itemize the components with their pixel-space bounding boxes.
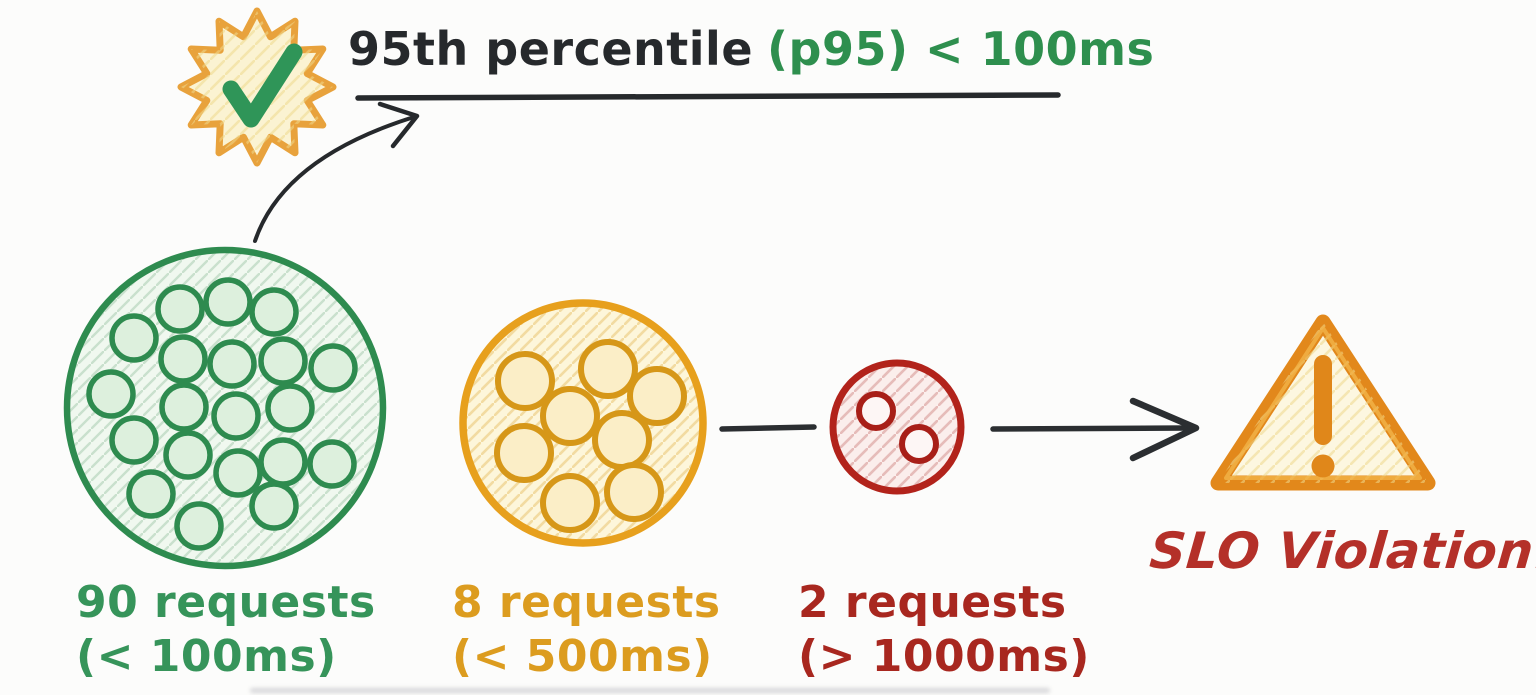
request-dot (604, 462, 664, 522)
page-title: 95th percentile (p95) < 100ms (348, 22, 1154, 76)
request-dot (213, 448, 263, 498)
slow-group-label: 2 requests (> 1000ms) (798, 576, 1090, 684)
request-dot (307, 439, 357, 489)
fast-count-label: 90 requests (76, 577, 376, 628)
request-dot (158, 334, 208, 384)
request-dot (109, 313, 159, 363)
request-dot (109, 415, 159, 465)
request-dot (86, 369, 136, 419)
connector-dash (719, 424, 817, 432)
slo-violation-label: SLO Violation! (1147, 522, 1536, 580)
title-percentile-text: 95th percentile (348, 22, 754, 76)
request-dot (207, 339, 257, 389)
slow-requests-circle (829, 359, 965, 495)
exclamation-icon (1311, 355, 1335, 478)
warning-triangle-icon (1210, 314, 1436, 491)
slow-latency-label: (> 1000ms) (798, 631, 1090, 682)
request-dot (174, 501, 224, 551)
request-dot (627, 366, 687, 426)
fast-latency-label: (< 100ms) (76, 631, 337, 682)
title-underline (355, 92, 1061, 101)
request-dot (126, 469, 176, 519)
arrow-right-icon (990, 397, 1200, 462)
medium-latency-label: (< 500ms) (452, 631, 713, 682)
request-dot (159, 382, 209, 432)
request-dot (249, 287, 299, 337)
bottom-smudge-artifact (250, 688, 1050, 693)
curved-arrow-icon (253, 101, 420, 243)
request-dot (495, 351, 555, 411)
request-dot (258, 437, 308, 487)
request-dots-slow (856, 391, 939, 464)
request-dot (578, 339, 638, 399)
request-dots-fast (86, 277, 358, 551)
request-dot (494, 423, 554, 483)
request-dot (308, 343, 358, 393)
request-dot (265, 383, 315, 433)
fast-group-label: 90 requests (< 100ms) (76, 576, 376, 684)
title-threshold-text: (p95) < 100ms (767, 22, 1155, 76)
request-dot (540, 473, 600, 533)
request-dot (155, 284, 205, 334)
medium-count-label: 8 requests (452, 577, 721, 628)
request-dot (592, 410, 652, 470)
medium-requests-circle (459, 299, 707, 547)
checkmark-badge-icon (177, 7, 337, 167)
check-icon (222, 43, 303, 128)
request-dot (540, 386, 600, 446)
request-dot (258, 336, 308, 386)
request-dot (163, 430, 213, 480)
request-dots-medium (494, 339, 687, 533)
request-dot (899, 424, 939, 464)
request-dot (249, 481, 299, 531)
fast-requests-circle (63, 246, 387, 570)
request-dot (211, 391, 261, 441)
medium-group-label: 8 requests (< 500ms) (452, 576, 721, 684)
slow-count-label: 2 requests (798, 577, 1067, 628)
request-dot (203, 277, 253, 327)
request-dot (856, 391, 896, 431)
